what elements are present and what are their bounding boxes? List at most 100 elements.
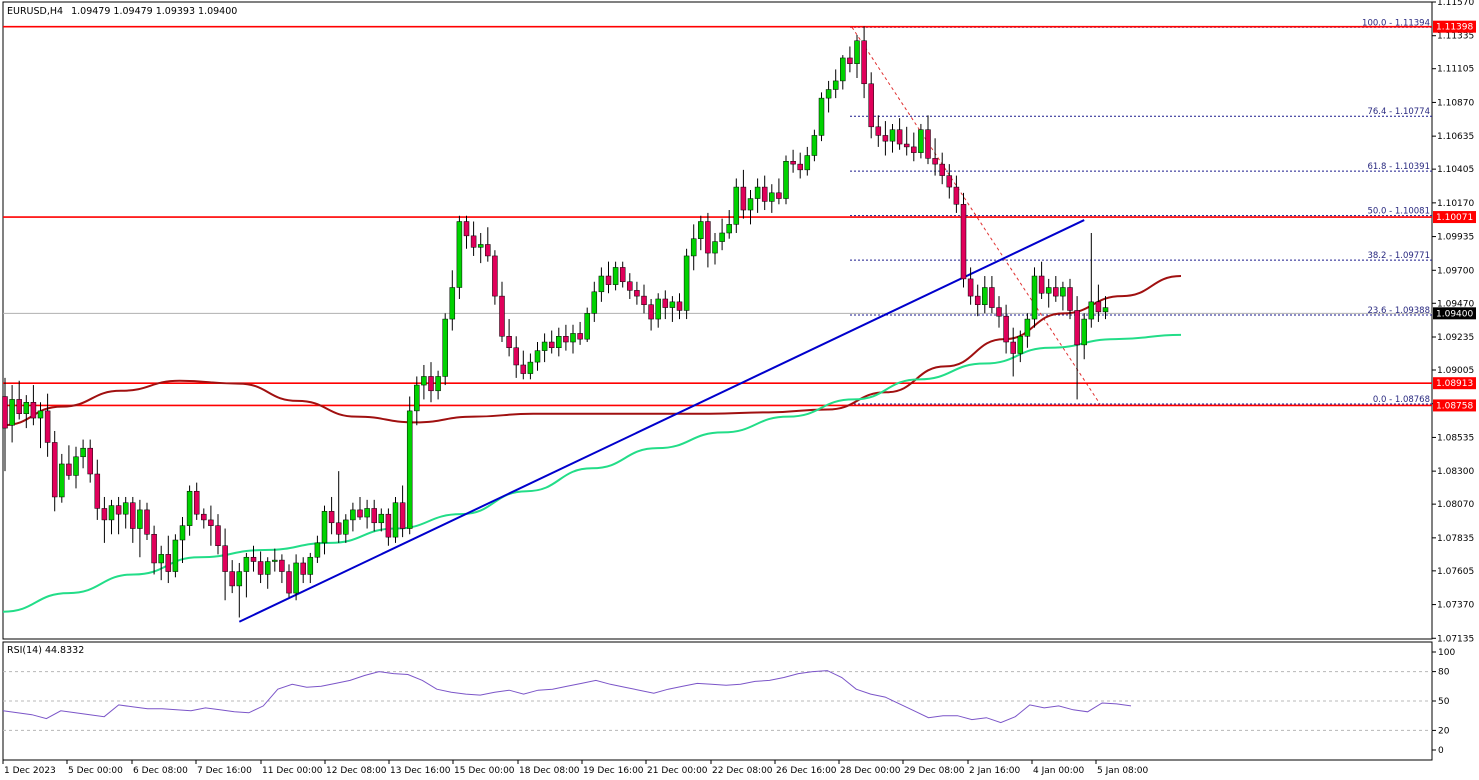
bear-candle [1067, 287, 1073, 311]
bear-candle [974, 295, 981, 305]
fib-level-label: 0.0 - 1.08768 [1373, 395, 1430, 405]
bear-candle [371, 508, 377, 524]
price-tick-label: 1.10170 [1437, 199, 1474, 209]
bull-candle [889, 129, 896, 142]
current-price-tag [1433, 307, 1476, 320]
level-price-tag [1433, 20, 1476, 33]
bull-candle [435, 376, 441, 392]
bull-candle [350, 509, 356, 521]
fib-level-label: 23.6 - 1.09388 [1367, 306, 1430, 316]
bull-candle [272, 559, 278, 562]
bull-candle [456, 221, 463, 288]
bear-candle [577, 333, 583, 340]
bear-candle [130, 502, 136, 529]
rsi-panel[interactable]: RSI(14) 44.8332 [2, 641, 1433, 761]
symbol-header: EURUSD,H4 1.09479 1.09479 1.09393 1.0940… [7, 6, 237, 17]
bear-candle [208, 519, 214, 526]
bull-candle [321, 511, 328, 544]
trendline-group[interactable] [238, 219, 1085, 623]
price-tags: 1.11398 1.10071 1.08913 1.08758 1.09400 [1433, 20, 1476, 412]
time-tick-label: 26 Dec 16:00 [776, 766, 837, 776]
bear-candle [911, 146, 917, 153]
bear-candle [30, 402, 37, 419]
bull-candle [442, 318, 448, 377]
bear-candle [1053, 287, 1059, 297]
level-price-tag [1433, 211, 1476, 224]
bear-candle [328, 511, 335, 524]
current-price-tag-label: 1.09400 [1436, 309, 1473, 319]
bear-candle [989, 287, 995, 308]
bull-candle [811, 135, 818, 156]
bear-candle [847, 57, 853, 64]
rsi-tick-label: 20 [1438, 726, 1450, 736]
bear-candle [967, 278, 974, 297]
time-tick-label: 19 Dec 16:00 [583, 766, 644, 776]
bear-candle [300, 562, 306, 575]
rsi-line [2, 670, 1132, 724]
bear-candle [960, 204, 967, 280]
bear-candle [996, 307, 1002, 317]
bear-candle [385, 513, 392, 538]
bull-candle [747, 198, 754, 211]
price-panel[interactable]: 100.0 - 1.11394 76.4 - 1.10774 61.8 - 1.10… [2, 1, 1433, 640]
bear-candle [648, 304, 654, 320]
candles [2, 26, 1109, 618]
bear-candle [399, 502, 406, 529]
bear-candle [506, 336, 512, 349]
ma-green-line [2, 333, 1182, 613]
bull-candle [1088, 301, 1095, 320]
bear-candle [896, 129, 903, 145]
level-price-tag-label: 1.10071 [1436, 213, 1473, 223]
fib-level-label: 100.0 - 1.11394 [1362, 18, 1430, 28]
bear-candle [222, 545, 228, 572]
bull-candle [655, 298, 661, 320]
time-tick-label: 18 Dec 08:00 [519, 766, 580, 776]
rsi-label: RSI(14) 44.8332 [7, 645, 84, 656]
bull-candle [1024, 318, 1031, 337]
time-tick-label: 5 Jan 08:00 [1097, 766, 1149, 776]
bear-candle [797, 163, 803, 171]
bear-candle [87, 447, 93, 475]
bull-candle [449, 287, 456, 320]
bear-candle [676, 301, 683, 311]
bull-candle [918, 129, 924, 153]
bull-candle [172, 539, 179, 572]
level-price-tag [1433, 399, 1476, 412]
time-axis[interactable]: 1 Dec 2023 5 Dec 00:00 6 Dec 08:00 7 Dec 16… [2, 760, 1149, 776]
bull-candle [591, 291, 598, 314]
bear-candle [1003, 315, 1009, 343]
bear-candle [953, 186, 960, 205]
fibonacci-retracement[interactable]: 100.0 - 1.11394 76.4 - 1.10774 61.8 - 1.10… [850, 18, 1432, 405]
bear-candle [662, 298, 669, 308]
bear-candle [16, 399, 22, 415]
bear-candle [44, 410, 51, 443]
ohlc-readout: 1.09479 1.09479 1.09393 1.09400 [71, 6, 237, 17]
bull-candle [9, 399, 15, 426]
bull-candle [122, 502, 129, 515]
price-axis[interactable]: 1.11570 1.11335 1.11105 1.10870 1.10635 1.104… [1432, 0, 1474, 644]
bull-candle [825, 89, 832, 99]
bear-candle [634, 290, 640, 297]
price-tick-label: 1.09700 [1437, 266, 1474, 276]
bull-candle [307, 556, 314, 575]
bull-candle [179, 525, 186, 541]
bear-candle [151, 534, 157, 564]
bull-candle [108, 505, 115, 521]
time-tick-label: 4 Jan 00:00 [1033, 766, 1085, 776]
bull-candle [364, 508, 370, 518]
time-tick-label: 7 Dec 16:00 [197, 766, 252, 776]
fib-level-label: 61.8 - 1.10391 [1367, 162, 1430, 172]
bull-candle [186, 490, 193, 526]
bull-candle [698, 221, 704, 239]
bear-candle [946, 175, 953, 188]
level-price-tag [1433, 377, 1476, 390]
bear-candle [776, 192, 782, 199]
bear-candle [215, 525, 221, 546]
bull-candle [243, 556, 250, 572]
price-tick-label: 1.08070 [1437, 500, 1474, 510]
rsi-tick-label: 80 [1438, 668, 1450, 678]
ma-red-line [2, 275, 1182, 427]
bull-candle [236, 571, 243, 587]
bear-candle [939, 163, 945, 176]
